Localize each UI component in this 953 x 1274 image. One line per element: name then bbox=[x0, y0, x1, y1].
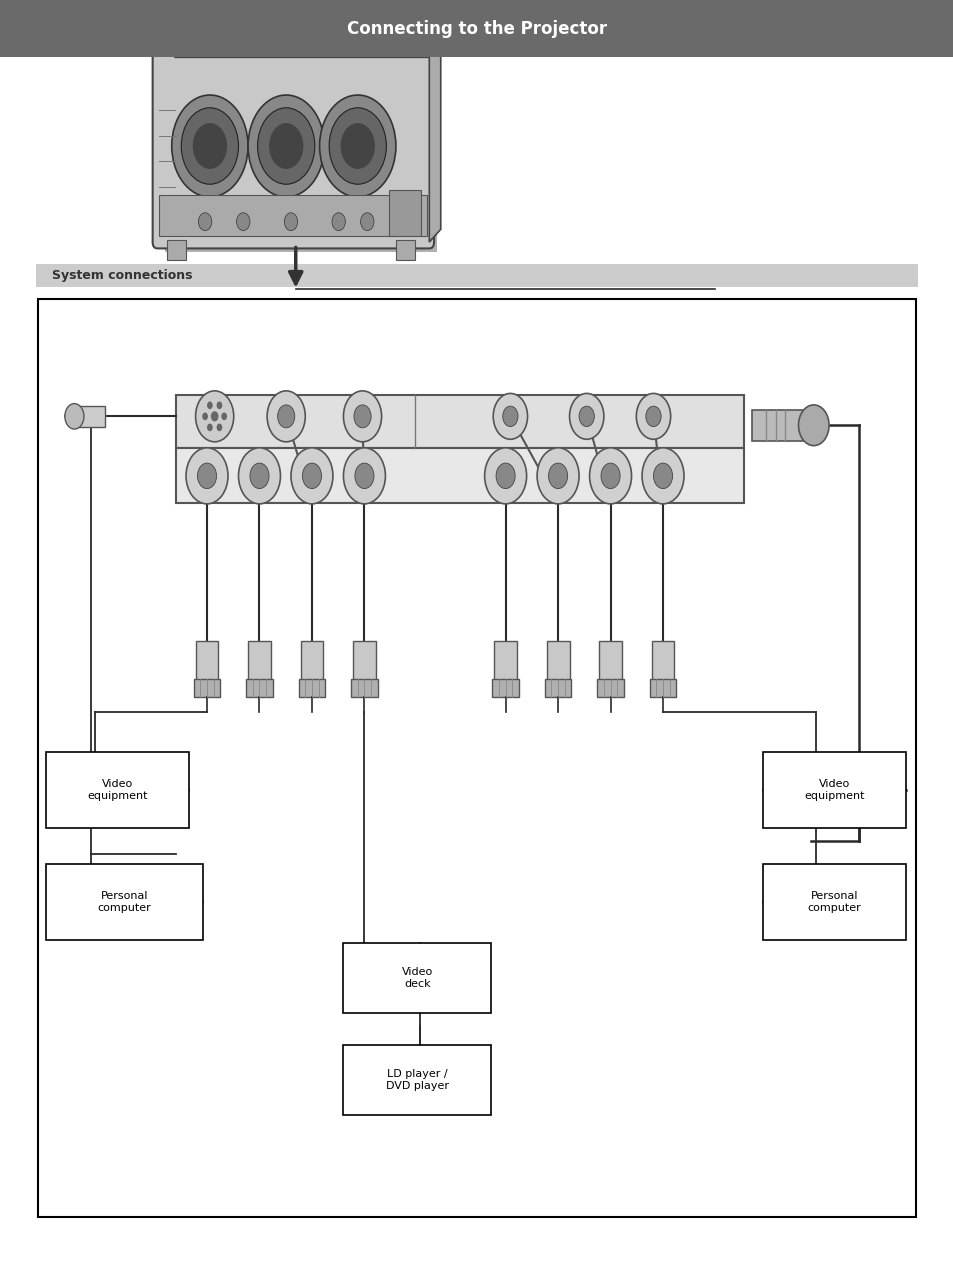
Polygon shape bbox=[174, 22, 440, 57]
Bar bbox=[494, 641, 517, 682]
Text: LD player /
DVD player: LD player / DVD player bbox=[385, 1069, 449, 1091]
Text: Video
deck: Video deck bbox=[401, 967, 433, 989]
Circle shape bbox=[343, 391, 381, 442]
Text: System connections: System connections bbox=[52, 269, 193, 282]
Circle shape bbox=[340, 124, 375, 169]
Circle shape bbox=[645, 406, 660, 427]
Text: Personal
computer: Personal computer bbox=[97, 892, 152, 912]
Text: Video
equipment: Video equipment bbox=[803, 780, 864, 800]
Bar bbox=[165, 68, 436, 252]
FancyBboxPatch shape bbox=[152, 51, 434, 248]
Circle shape bbox=[216, 423, 222, 431]
Bar bbox=[651, 641, 674, 682]
Circle shape bbox=[653, 464, 672, 489]
Circle shape bbox=[354, 405, 371, 428]
Circle shape bbox=[198, 213, 212, 231]
Circle shape bbox=[207, 423, 213, 431]
Bar bbox=[176, 448, 743, 503]
Circle shape bbox=[484, 448, 526, 505]
Circle shape bbox=[493, 394, 527, 440]
Circle shape bbox=[496, 464, 515, 489]
Bar bbox=[0, 0, 953, 57]
Bar bbox=[762, 752, 905, 828]
Bar bbox=[246, 679, 273, 697]
Bar bbox=[751, 410, 813, 441]
Polygon shape bbox=[429, 22, 440, 242]
Circle shape bbox=[195, 391, 233, 442]
Bar bbox=[343, 943, 491, 1013]
Circle shape bbox=[636, 394, 670, 440]
Circle shape bbox=[548, 464, 567, 489]
Circle shape bbox=[172, 96, 248, 197]
Circle shape bbox=[207, 401, 213, 409]
Circle shape bbox=[202, 413, 208, 420]
Bar bbox=[38, 299, 915, 1217]
Text: Personal
computer: Personal computer bbox=[807, 892, 861, 912]
Circle shape bbox=[216, 401, 222, 409]
Circle shape bbox=[267, 391, 305, 442]
Circle shape bbox=[186, 448, 228, 505]
Circle shape bbox=[65, 404, 84, 429]
Circle shape bbox=[302, 464, 321, 489]
Circle shape bbox=[193, 124, 227, 169]
Circle shape bbox=[197, 464, 216, 489]
Bar bbox=[298, 679, 325, 697]
Circle shape bbox=[355, 464, 374, 489]
Bar bbox=[300, 641, 323, 682]
Bar bbox=[544, 679, 571, 697]
Bar bbox=[343, 1045, 491, 1115]
Bar bbox=[36, 264, 917, 287]
Bar bbox=[248, 641, 271, 682]
Circle shape bbox=[257, 108, 314, 185]
Circle shape bbox=[248, 96, 324, 197]
Bar bbox=[649, 679, 676, 697]
Circle shape bbox=[600, 464, 619, 489]
Circle shape bbox=[502, 406, 517, 427]
Circle shape bbox=[238, 448, 280, 505]
Circle shape bbox=[537, 448, 578, 505]
Circle shape bbox=[269, 124, 303, 169]
Circle shape bbox=[181, 108, 238, 185]
Circle shape bbox=[250, 464, 269, 489]
Bar bbox=[195, 641, 218, 682]
Circle shape bbox=[589, 448, 631, 505]
Circle shape bbox=[332, 213, 345, 231]
Bar bbox=[388, 190, 420, 236]
Bar bbox=[762, 864, 905, 940]
Bar bbox=[353, 641, 375, 682]
Circle shape bbox=[578, 406, 594, 427]
Circle shape bbox=[360, 213, 374, 231]
Text: Connecting to the Projector: Connecting to the Projector bbox=[347, 19, 606, 38]
Bar bbox=[598, 641, 621, 682]
Circle shape bbox=[211, 412, 218, 422]
Circle shape bbox=[343, 448, 385, 505]
Bar bbox=[46, 864, 203, 940]
Bar bbox=[546, 641, 569, 682]
Circle shape bbox=[569, 394, 603, 440]
Circle shape bbox=[798, 405, 828, 446]
Circle shape bbox=[284, 213, 297, 231]
Bar bbox=[176, 395, 743, 448]
Bar bbox=[159, 195, 427, 236]
Bar bbox=[193, 679, 220, 697]
Circle shape bbox=[277, 405, 294, 428]
Circle shape bbox=[221, 413, 227, 420]
Circle shape bbox=[641, 448, 683, 505]
Bar bbox=[351, 679, 377, 697]
Circle shape bbox=[236, 213, 250, 231]
Bar bbox=[597, 679, 623, 697]
Bar bbox=[167, 240, 186, 260]
Circle shape bbox=[329, 108, 386, 185]
Bar bbox=[395, 240, 415, 260]
Bar bbox=[46, 752, 189, 828]
Text: Video
equipment: Video equipment bbox=[87, 780, 148, 800]
Circle shape bbox=[319, 96, 395, 197]
Circle shape bbox=[291, 448, 333, 505]
Bar bbox=[76, 406, 105, 427]
Bar bbox=[492, 679, 518, 697]
